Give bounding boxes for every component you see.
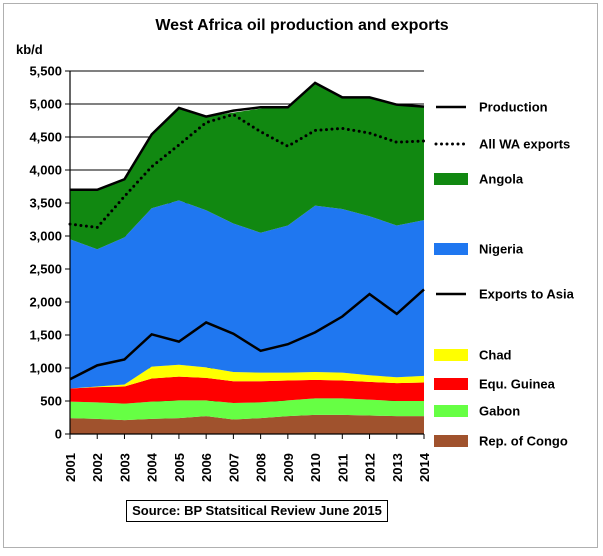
legend-item-chad: Chad <box>434 348 512 363</box>
y-tick-label: 1,000 <box>29 361 62 376</box>
y-tick-label: 0 <box>55 427 62 442</box>
chart-title: West Africa oil production and exports <box>155 17 448 34</box>
legend-item-gabon: Gabon <box>434 404 520 419</box>
legend-swatch <box>434 243 468 255</box>
axes: 0 500 1,000 1,500 2,000 2,500 3,000 3,500 4,000 4… <box>29 64 432 483</box>
y-tick-label: 2,500 <box>29 262 62 277</box>
y-tick-label: 2,000 <box>29 295 62 310</box>
area-rep-of-congo <box>70 414 424 434</box>
stacked-areas <box>70 82 424 434</box>
y-tick-label: 5,500 <box>29 64 62 79</box>
line-exports-to-asia <box>69 288 425 381</box>
area-gabon <box>70 398 424 421</box>
legend-swatch <box>434 349 468 361</box>
x-tick-label: 2002 <box>90 453 105 482</box>
y-axis-unit-label: kb/d <box>16 42 43 57</box>
legend-item-exports-to-asia: Exports to Asia <box>436 287 575 302</box>
y-tick-label: 4,500 <box>29 130 62 145</box>
y-tick-label: 500 <box>40 394 62 409</box>
legend-label: Chad <box>479 348 512 363</box>
area-equ-guinea <box>70 376 424 404</box>
legend-label: Nigeria <box>479 242 524 257</box>
x-tick-label: 2012 <box>363 453 378 482</box>
x-tick-label: 2006 <box>199 453 214 482</box>
legend-item-rep-of-congo: Rep. of Congo <box>434 434 568 449</box>
legend-swatch <box>434 378 468 390</box>
chart-svg: West Africa oil production and exports k… <box>16 17 575 483</box>
legend-item-all-wa-exports: All WA exports <box>434 137 570 152</box>
legend-label: Exports to Asia <box>479 287 575 302</box>
line-production <box>70 81 425 192</box>
legend-label: Equ. Guinea <box>479 377 556 392</box>
line-all-wa-exports <box>68 112 426 230</box>
legend-swatch <box>434 173 468 185</box>
x-tick-label: 2014 <box>417 452 432 482</box>
source-note: Source: BP Statsitical Review June 2015 <box>126 500 388 522</box>
area-nigeria <box>70 200 424 389</box>
legend-swatch <box>434 435 468 447</box>
legend-label: Angola <box>479 172 524 187</box>
legend-swatch <box>434 405 468 417</box>
y-tick-label: 5,000 <box>29 97 62 112</box>
y-tick-label: 4,000 <box>29 163 62 178</box>
line-series <box>68 81 426 381</box>
x-tick-label: 2007 <box>226 453 241 482</box>
legend-item-angola: Angola <box>434 172 524 187</box>
y-tick-label: 3,000 <box>29 229 62 244</box>
legend: Production All WA exports Angola Nigeria Exp… <box>434 100 575 449</box>
x-tick-label: 2003 <box>117 453 132 482</box>
legend-label: Gabon <box>479 404 520 419</box>
x-tick-label: 2008 <box>254 453 269 482</box>
area-chad <box>70 364 424 389</box>
x-tick-label: 2004 <box>145 452 160 482</box>
chart-frame: West Africa oil production and exports k… <box>3 3 598 548</box>
x-tick-label: 2009 <box>281 453 296 482</box>
legend-item-equ-guinea: Equ. Guinea <box>434 377 556 392</box>
legend-label: Rep. of Congo <box>479 434 568 449</box>
x-tick-label: 2005 <box>172 453 187 482</box>
x-tick-label: 2010 <box>308 453 323 482</box>
x-tick-label: 2013 <box>390 453 405 482</box>
legend-label: All WA exports <box>479 137 570 152</box>
legend-item-nigeria: Nigeria <box>434 242 524 257</box>
y-tick-label: 3,500 <box>29 196 62 211</box>
x-tick-label: 2001 <box>63 453 78 482</box>
x-tick-label: 2011 <box>335 454 350 482</box>
legend-label: Production <box>479 100 548 115</box>
area-angola <box>70 82 424 250</box>
y-tick-label: 1,500 <box>29 328 62 343</box>
legend-item-production: Production <box>436 100 548 115</box>
